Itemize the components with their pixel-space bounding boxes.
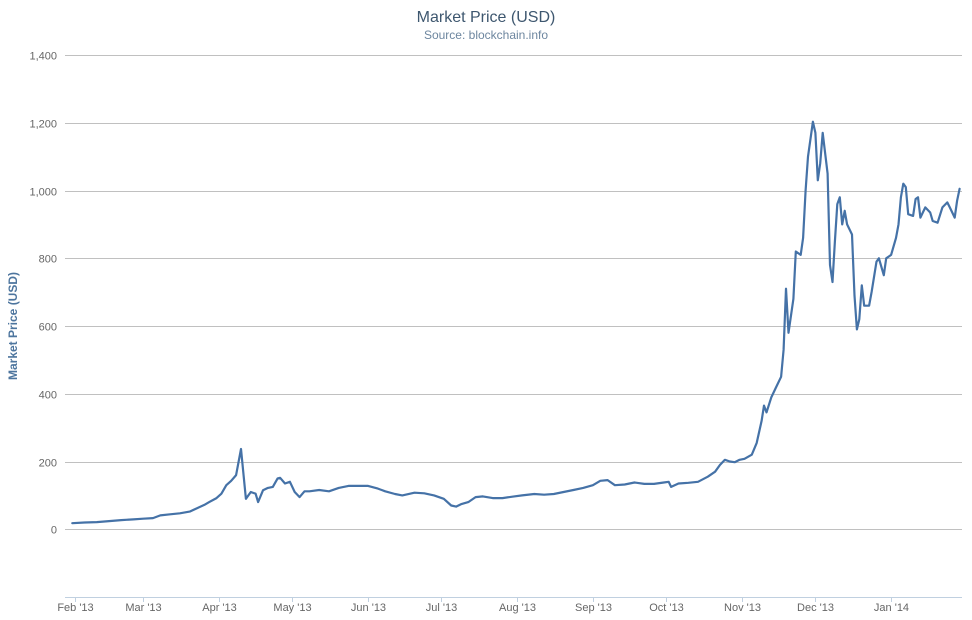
y-tick-label: 0 — [51, 525, 57, 537]
axes — [65, 597, 962, 602]
chart-subtitle: Source: blockchain.info — [423, 28, 549, 42]
x-tick-label: Oct '13 — [649, 602, 684, 614]
tick-labels: 0 200 400 600 800 1,000 1,200 1,400 Feb '13 Mar '… — [29, 51, 909, 615]
series-line — [71, 120, 961, 525]
y-tick-label: 600 — [39, 322, 57, 334]
y-tick-label: 800 — [39, 254, 57, 266]
y-axis-title: Market Price (USD) — [6, 272, 20, 380]
series-layer — [71, 120, 961, 525]
x-tick-label: Nov '13 — [724, 602, 761, 614]
x-tick-label: Mar '13 — [125, 602, 161, 614]
x-tick-label: May '13 — [273, 602, 311, 614]
y-tick-label: 200 — [39, 458, 57, 470]
x-tick-label: Jan '14 — [874, 602, 909, 614]
x-tick-label: Sep '13 — [575, 602, 612, 614]
y-tick-label: 1,000 — [29, 187, 57, 199]
x-tick-label: Apr '13 — [202, 602, 237, 614]
x-tick-label: Dec '13 — [797, 602, 834, 614]
x-tick-label: Aug '13 — [499, 602, 536, 614]
y-tick-label: 1,200 — [29, 119, 57, 131]
y-tick-label: 1,400 — [29, 51, 57, 63]
y-tick-label: 400 — [39, 390, 57, 402]
grid-lines — [65, 55, 962, 530]
x-tick-label: Feb '13 — [57, 602, 93, 614]
x-tick-label: Jul '13 — [426, 602, 457, 614]
chart-title: Market Price (USD) — [416, 9, 556, 26]
x-tick-label: Jun '13 — [351, 602, 386, 614]
